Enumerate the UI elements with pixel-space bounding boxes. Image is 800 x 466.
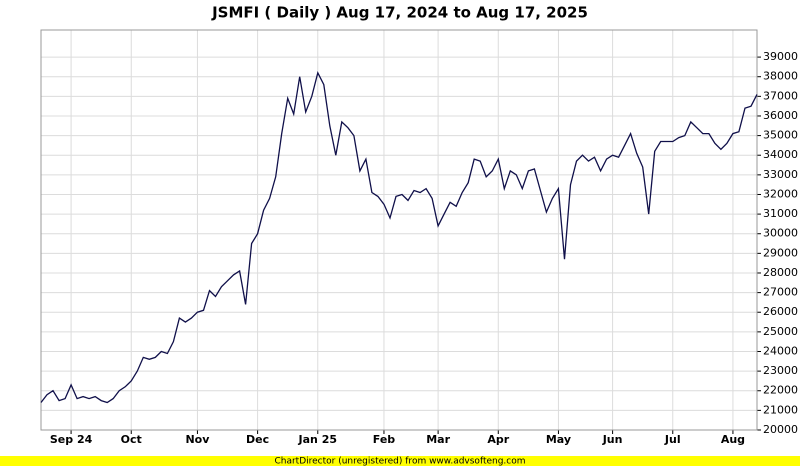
x-tick-label: Nov — [185, 433, 210, 446]
x-tick-label: Jul — [664, 433, 681, 446]
y-tick-label: 31000 — [763, 207, 798, 220]
plot-border — [40, 29, 758, 431]
y-tick-label: 35000 — [763, 129, 798, 142]
y-tick-label: 36000 — [763, 109, 798, 122]
x-tick-label: Mar — [426, 433, 450, 446]
y-tick-label: 33000 — [763, 168, 798, 181]
y-tick-label: 28000 — [763, 266, 798, 279]
x-tick-label: Jun — [602, 433, 623, 446]
credit-bar — [0, 456, 800, 466]
y-tick-label: 20000 — [763, 423, 798, 436]
x-tick-label: Jan 25 — [298, 433, 337, 446]
x-tick-label: Oct — [121, 433, 142, 446]
x-tick-label: Feb — [373, 433, 396, 446]
x-tick-label: Sep 24 — [50, 433, 93, 446]
y-tick-label: 37000 — [763, 89, 798, 102]
x-tick-label: Dec — [246, 433, 269, 446]
y-tick-label: 21000 — [763, 403, 798, 416]
y-tick-label: 39000 — [763, 50, 798, 63]
price-line — [40, 70, 758, 404]
y-tick-label: 25000 — [763, 325, 798, 338]
x-tick-label: Aug — [721, 433, 745, 446]
y-tick-label: 27000 — [763, 286, 798, 299]
y-tick-label: 26000 — [763, 305, 798, 318]
y-tick-label: 38000 — [763, 70, 798, 83]
y-tick-label: 29000 — [763, 246, 798, 259]
x-tick-label: Apr — [487, 433, 509, 446]
y-tick-label: 23000 — [763, 364, 798, 377]
credit: ChartDirector (unregistered) from www.ad… — [274, 457, 525, 466]
y-tick-label: 34000 — [763, 148, 798, 161]
y-tick-label: 24000 — [763, 344, 798, 357]
x-tick-label: May — [546, 433, 571, 446]
y-tick-label: 32000 — [763, 187, 798, 200]
y-tick-label: 30000 — [763, 227, 798, 240]
y-tick-label: 22000 — [763, 384, 798, 397]
chart-title: JSMFI ( Daily ) Aug 17, 2024 to Aug 17, … — [211, 4, 588, 22]
plot-area — [40, 29, 758, 431]
